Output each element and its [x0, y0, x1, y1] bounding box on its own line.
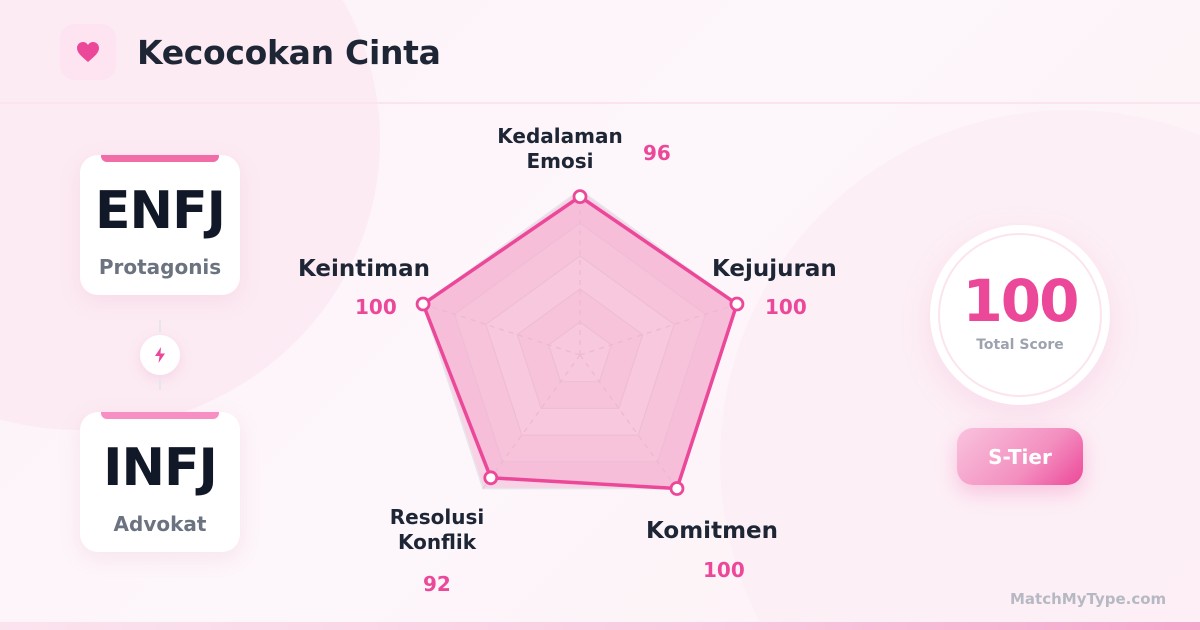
card-accent-bar	[101, 412, 219, 419]
axis-label-keintiman: Keintiman	[298, 256, 431, 282]
axis-value-kedalaman-emosi: 96	[643, 141, 671, 165]
axis-label-resolusi-konflik: Resolusi Konflik	[360, 505, 514, 555]
axis-label-kedalaman-emosi: Kedalaman Emosi	[480, 124, 640, 174]
bottom-accent-bar	[0, 622, 1200, 630]
personality-name: Protagonis	[98, 255, 222, 279]
connector-badge	[140, 335, 180, 375]
heart-icon	[77, 42, 99, 62]
score-inner-ring	[938, 233, 1102, 397]
personality-card-1: ENFJ Protagonis	[80, 155, 240, 295]
axis-label-kejujuran: Kejujuran	[712, 256, 837, 282]
axis-value-komitmen: 100	[703, 558, 745, 582]
axis-value-kejujuran: 100	[765, 295, 807, 319]
total-score-circle: 100 Total Score	[930, 225, 1110, 405]
personality-card-2: INFJ Advokat	[80, 412, 240, 552]
axis-label-line: Kedalaman	[497, 124, 623, 148]
logo-box	[60, 24, 116, 80]
personality-name: Advokat	[113, 512, 207, 536]
axis-label-komitmen: Komitmen	[646, 518, 779, 544]
connector-line	[159, 320, 161, 332]
lightning-icon	[155, 347, 165, 363]
personality-type: ENFJ	[95, 181, 226, 241]
page-title: Kecocokan Cinta	[137, 33, 441, 72]
tier-badge: S-Tier	[957, 428, 1083, 485]
total-score-label: Total Score	[976, 337, 1064, 353]
header: Kecocokan Cinta	[0, 0, 1200, 104]
personality-type: INFJ	[103, 438, 218, 498]
axis-label-line: Emosi	[526, 149, 594, 173]
axis-value-keintiman: 100	[355, 295, 397, 319]
total-score-value: 100	[962, 267, 1079, 335]
axis-value-resolusi-konflik: 92	[423, 572, 451, 596]
axis-label-line: Konflik	[397, 530, 477, 554]
footer-brand: MatchMyType.com	[1010, 590, 1167, 608]
connector-line	[159, 378, 161, 390]
axis-label-line: Resolusi	[389, 505, 485, 529]
card-accent-bar	[101, 155, 219, 162]
